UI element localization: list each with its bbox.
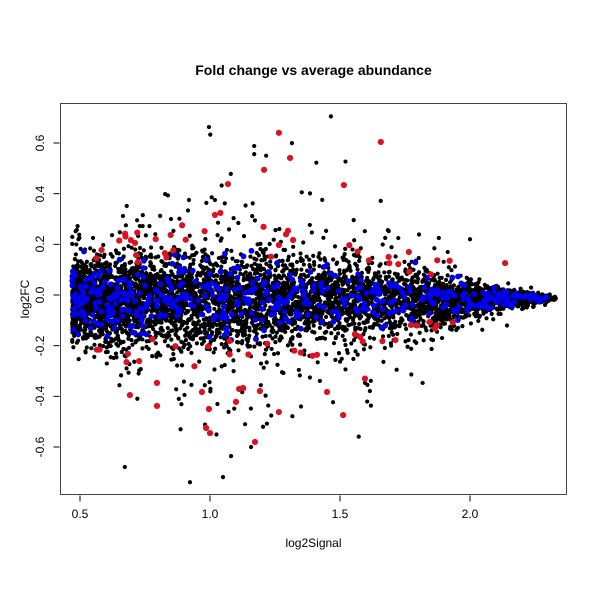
y-axis-label: log2FC [18,279,32,319]
y-tick-label: -0.2 [33,335,47,356]
x-axis-label: log2Signal [285,536,342,550]
y-tick-label: 0.4 [33,185,47,202]
x-tick-label: 1.0 [201,507,219,521]
y-tick-label: 0.0 [33,286,47,304]
plot-area [60,103,567,495]
x-tick-label: 1.5 [331,507,349,521]
y-tick-label: -0.6 [33,436,47,458]
y-tick-label: 0.2 [33,235,47,253]
x-tick-label: 0.5 [71,507,89,521]
y-tick-label: -0.4 [33,385,47,407]
x-tick-label: 2.0 [461,507,479,521]
y-tick-label: 0.6 [33,134,47,152]
chart-title: Fold change vs average abundance [195,62,432,78]
